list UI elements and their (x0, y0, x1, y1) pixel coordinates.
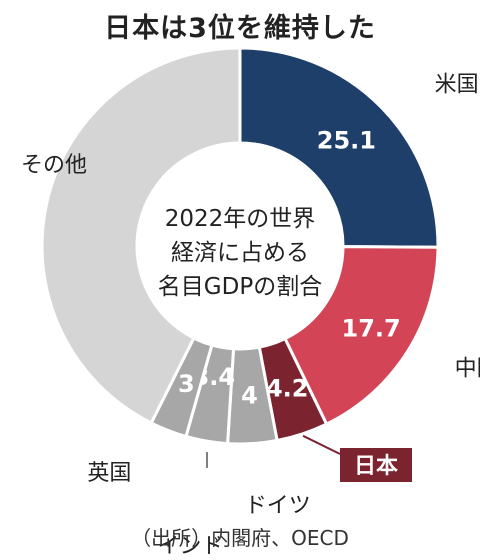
source-note: （出所）内閣府、OECD (131, 526, 349, 550)
center-label-line-1: 経済に占める (171, 240, 309, 266)
category-label-0: 米国 (435, 72, 479, 97)
highlight-label-box (340, 448, 412, 482)
category-label-4: インド (157, 534, 223, 559)
slice-0 (238, 46, 440, 249)
center-label-line-2: 名目GDPの割合 (158, 274, 322, 300)
category-label-3: ドイツ (245, 494, 311, 519)
value-label-1: 17.7 (342, 315, 401, 343)
highlight-leader-line (302, 434, 341, 455)
value-label-2: 4.2 (266, 374, 309, 402)
slice-6 (40, 46, 242, 425)
value-label-3: 4 (241, 382, 258, 410)
category-label-5: 英国 (87, 461, 131, 486)
value-label-0: 25.1 (317, 126, 376, 154)
category-label-1: 中国 (455, 357, 480, 382)
center-label-line-0: 2022年の世界 (165, 206, 316, 232)
category-label-2: 日本 (354, 454, 398, 479)
value-label-5: 3 (178, 370, 195, 398)
chart-title: 日本は3位を維持した (104, 13, 376, 44)
slice-1 (283, 245, 440, 427)
category-label-6: その他 (21, 153, 87, 178)
